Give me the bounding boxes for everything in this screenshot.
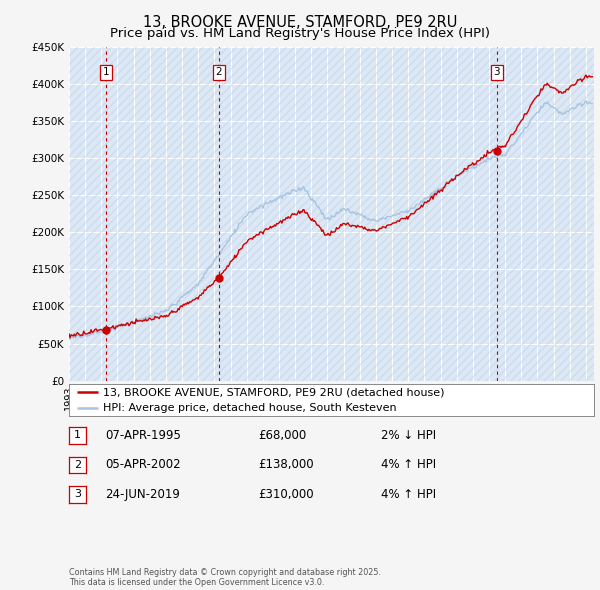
Text: 4% ↑ HPI: 4% ↑ HPI	[381, 458, 436, 471]
Text: Contains HM Land Registry data © Crown copyright and database right 2025.
This d: Contains HM Land Registry data © Crown c…	[69, 568, 381, 587]
Text: 13, BROOKE AVENUE, STAMFORD, PE9 2RU (detached house): 13, BROOKE AVENUE, STAMFORD, PE9 2RU (de…	[103, 387, 445, 397]
Text: 2: 2	[74, 460, 81, 470]
Text: 07-APR-1995: 07-APR-1995	[105, 429, 181, 442]
Text: 13, BROOKE AVENUE, STAMFORD, PE9 2RU: 13, BROOKE AVENUE, STAMFORD, PE9 2RU	[143, 15, 457, 30]
Text: 2: 2	[215, 67, 222, 77]
Text: £68,000: £68,000	[258, 429, 306, 442]
Text: 1: 1	[74, 431, 81, 440]
Text: 05-APR-2002: 05-APR-2002	[105, 458, 181, 471]
Text: 2% ↓ HPI: 2% ↓ HPI	[381, 429, 436, 442]
Text: 4% ↑ HPI: 4% ↑ HPI	[381, 488, 436, 501]
Text: £138,000: £138,000	[258, 458, 314, 471]
Text: Price paid vs. HM Land Registry's House Price Index (HPI): Price paid vs. HM Land Registry's House …	[110, 27, 490, 40]
Text: 1: 1	[103, 67, 109, 77]
Text: £310,000: £310,000	[258, 488, 314, 501]
Text: 24-JUN-2019: 24-JUN-2019	[105, 488, 180, 501]
Text: 3: 3	[74, 490, 81, 499]
Text: HPI: Average price, detached house, South Kesteven: HPI: Average price, detached house, Sout…	[103, 403, 397, 413]
Text: 3: 3	[493, 67, 500, 77]
